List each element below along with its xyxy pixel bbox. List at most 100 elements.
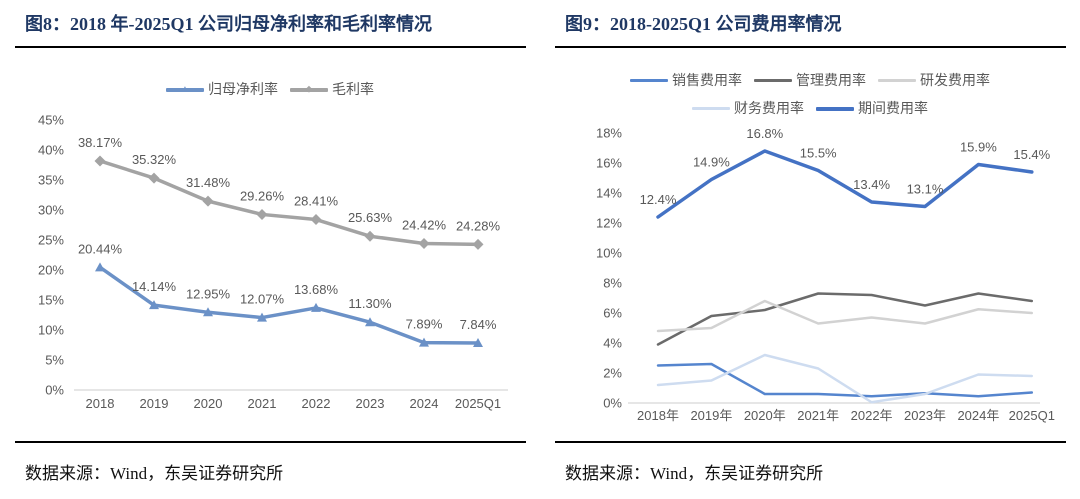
x-tick-label: 2024 (410, 396, 439, 411)
data-label: 24.28% (456, 218, 501, 233)
x-tick-label: 2025Q1 (1009, 408, 1055, 423)
legend-label: 管理费用率 (796, 72, 866, 88)
triangle-marker (473, 337, 483, 347)
triangle-marker (257, 312, 267, 322)
triangle-marker (365, 317, 375, 327)
y-tick-label: 5% (45, 353, 64, 368)
diamond-marker (256, 208, 268, 220)
x-tick-label: 2018 (86, 396, 115, 411)
expense-line-chart: 0% 2% 4% 6% 8% 10% 12% 14% 16% 18% 2018年 2019年 2020年… (596, 126, 1055, 424)
data-label: 12.07% (240, 292, 285, 307)
series-line (98, 159, 480, 247)
x-tick-label: 2020 (194, 396, 223, 411)
diamond-marker (364, 230, 376, 242)
diamond-icon: ◆ (305, 83, 313, 94)
figure-title: 图9：2018-2025Q1 公司费用率情况 (565, 14, 842, 34)
x-tick-label: 2019 (140, 396, 169, 411)
legend-line-swatch (630, 74, 668, 86)
legend-label: 销售费用率 (672, 72, 742, 88)
diamond-marker (94, 155, 106, 167)
data-label: 35.32% (132, 152, 177, 167)
y-tick-label: 10% (596, 246, 622, 261)
triangle-icon: ▲ (180, 83, 190, 94)
data-label: 11.30% (348, 296, 392, 311)
data-label: 29.26% (240, 188, 285, 203)
legend-line-swatch (816, 102, 854, 114)
legend-label: 研发费用率 (920, 72, 990, 88)
y-tick-label: 15% (38, 293, 64, 308)
y-tick-label: 10% (38, 323, 64, 338)
y-tick-label: 45% (38, 113, 64, 128)
y-tick-label: 14% (596, 186, 622, 201)
legend-item: 期间费用率 (816, 98, 928, 118)
data-label: 25.63% (348, 210, 393, 225)
legend-label: 毛利率 (332, 81, 374, 97)
data-label: 7.84% (460, 317, 497, 332)
legend-item: 财务费用率 (692, 98, 804, 118)
legend-item: 管理费用率 (754, 70, 866, 90)
x-tick-label: 2025Q1 (455, 396, 501, 411)
legend-item: ▲ 归母净利率 (166, 79, 278, 99)
legend-item: 销售费用率 (630, 70, 742, 90)
series-line (656, 299, 1034, 333)
y-tick-label: 35% (38, 173, 64, 188)
y-tick-label: 18% (596, 126, 622, 141)
legend-label: 归母净利率 (208, 81, 278, 97)
diamond-marker (202, 195, 214, 207)
data-source: 数据来源：Wind，东吴证券研究所 (25, 464, 284, 483)
x-tick-label: 2024年 (957, 408, 999, 423)
legend-label: 财务费用率 (734, 100, 804, 116)
y-tick-label: 4% (603, 336, 622, 351)
y-tick-label: 6% (603, 306, 622, 321)
legend-line-swatch (878, 74, 916, 86)
data-label: 14.9% (693, 155, 730, 170)
y-tick-label: 0% (603, 396, 622, 411)
series-line (656, 362, 1034, 398)
divider-bottom (15, 441, 526, 443)
series-line (98, 265, 480, 345)
x-tick-label: 2023年 (904, 408, 946, 423)
data-label: 15.9% (960, 140, 997, 155)
data-label: 28.41% (294, 194, 339, 209)
data-label: 13.4% (853, 177, 890, 192)
legend-line-swatch (754, 74, 792, 86)
chart-legend: 销售费用率 管理费用率 研发费用率财务费用率 期间费用率 (604, 70, 1016, 118)
data-label: 31.48% (186, 175, 231, 190)
legend-item: ◆ 毛利率 (290, 79, 374, 99)
data-label: 38.17% (78, 135, 123, 150)
legend-label: 期间费用率 (858, 100, 928, 116)
legend-item: 研发费用率 (878, 70, 990, 90)
divider-bottom (555, 441, 1066, 443)
y-tick-label: 2% (603, 366, 622, 381)
diamond-marker (418, 237, 430, 249)
y-tick-label: 20% (38, 263, 64, 278)
y-tick-label: 0% (45, 383, 64, 398)
data-label: 7.89% (406, 317, 443, 332)
data-label: 16.8% (746, 126, 783, 141)
data-label: 15.4% (1013, 147, 1050, 162)
series-line (656, 353, 1034, 404)
legend-line-swatch: ▲ (166, 83, 204, 95)
data-label: 15.5% (800, 146, 837, 161)
triangle-marker (311, 302, 321, 312)
divider-top (555, 46, 1066, 48)
series-line (656, 292, 1034, 346)
data-source: 数据来源：Wind，东吴证券研究所 (565, 464, 824, 483)
data-label: 24.42% (402, 217, 447, 232)
x-tick-label: 2022年 (851, 408, 893, 423)
triangle-marker (95, 262, 105, 272)
data-label: 13.1% (907, 182, 944, 197)
triangle-marker (203, 307, 213, 317)
data-label: 13.68% (294, 282, 339, 297)
y-tick-label: 25% (38, 233, 64, 248)
x-tick-label: 2021 (248, 396, 277, 411)
x-tick-label: 2022 (302, 396, 331, 411)
x-tick-label: 2023 (356, 396, 385, 411)
diamond-marker (310, 214, 322, 226)
diamond-marker (472, 238, 484, 250)
figure-panel-net-gross-margin: 图8：2018 年-2025Q1 公司归母净利率和毛利率情况 ▲ 归母净利率 ◆ 毛利… (15, 14, 526, 483)
y-tick-label: 30% (38, 203, 64, 218)
data-label: 14.14% (132, 279, 177, 294)
legend-line-swatch (692, 102, 730, 114)
diamond-marker (148, 172, 160, 184)
